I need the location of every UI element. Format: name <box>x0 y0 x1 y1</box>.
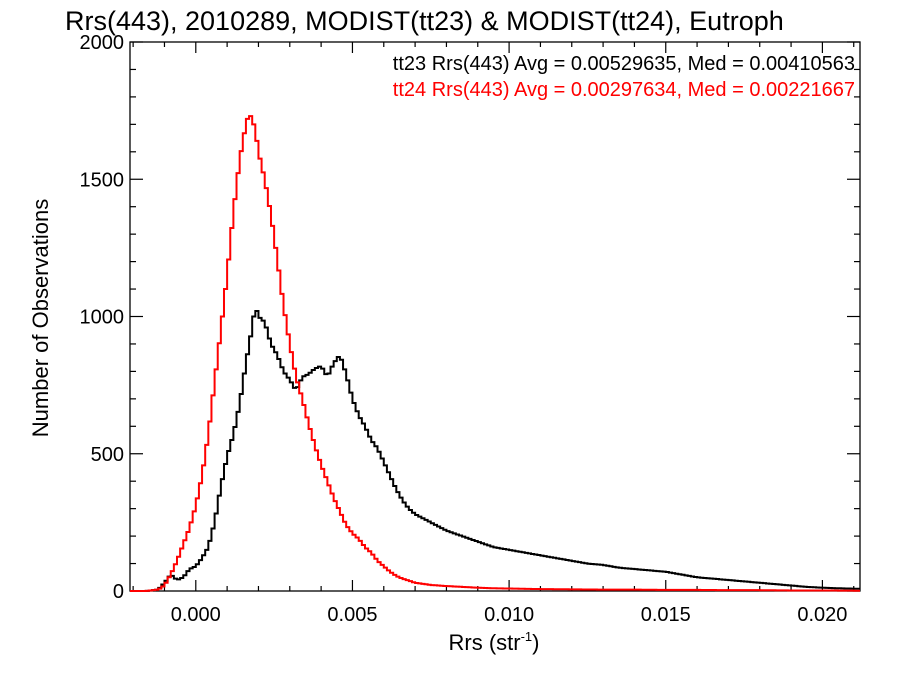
y-tick-label: 2000 <box>80 32 125 54</box>
x-axis-label: Rrs (str-1) <box>449 629 540 655</box>
series-line-tt23 <box>130 310 860 592</box>
x-axis-label-exponent: -1 <box>521 629 533 644</box>
plot-border <box>129 41 861 592</box>
x-tick-label: 0.015 <box>641 604 691 626</box>
y-tick-label: 500 <box>91 444 124 466</box>
series-line-tt24 <box>130 115 860 592</box>
x-tick-label: 0.005 <box>327 604 377 626</box>
x-tick-label: 0.010 <box>484 604 534 626</box>
y-axis-ticks: 0 500 1000 1500 2000 <box>80 32 860 603</box>
x-axis-ticks: 0.000 0.005 0.010 0.015 0.020 <box>132 42 855 626</box>
x-tick-label: 0.020 <box>797 604 847 626</box>
y-tick-label: 1500 <box>80 169 125 191</box>
series-layer <box>130 115 860 592</box>
x-axis-label-close: ) <box>532 630 539 655</box>
y-tick-label: 0 <box>113 581 124 603</box>
y-tick-label: 1000 <box>80 307 125 329</box>
x-tick-label: 0.000 <box>171 604 221 626</box>
y-axis-label: Number of Observations <box>28 199 53 437</box>
chart-title: Rrs(443), 2010289, MODIST(tt23) & MODIST… <box>65 6 784 36</box>
plot-frame <box>129 41 861 592</box>
legend-entry-tt23: tt23 Rrs(443) Avg = 0.00529635, Med = 0.… <box>393 53 855 75</box>
legend-entry-tt24: tt24 Rrs(443) Avg = 0.00297634, Med = 0.… <box>393 79 855 101</box>
x-axis-label-main: Rrs (str <box>449 630 521 655</box>
